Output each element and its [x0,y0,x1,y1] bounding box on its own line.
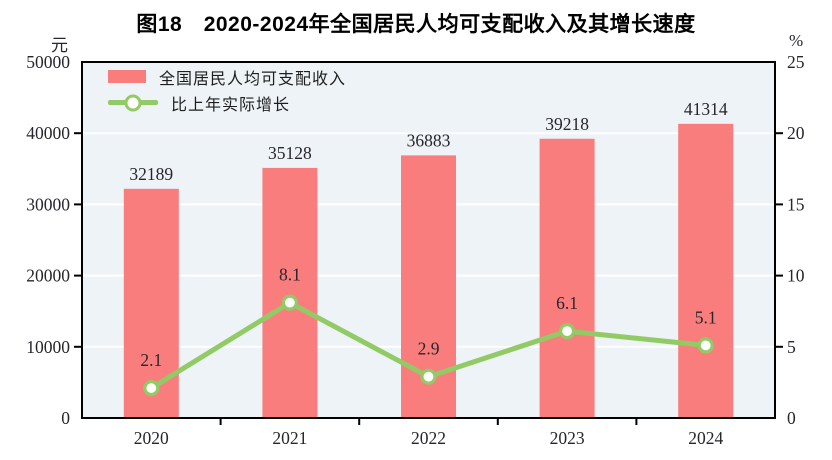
growth-marker-2021 [281,294,298,311]
bar-2021 [262,167,318,418]
bar-2024 [678,123,734,418]
legend-line-label: 比上年实际增长 [171,96,291,114]
bar-2020 [123,188,179,418]
x-axis-label-2022: 2022 [411,428,446,448]
growth-marker-2022 [420,368,437,385]
right-axis-tick-label: 5 [787,337,796,357]
right-axis-tick-label: 0 [787,408,796,428]
left-axis-tick-label: 10000 [26,337,70,357]
right-axis-tick-label: 10 [787,266,805,286]
left-axis-tick-label: 0 [61,408,70,428]
left-axis-tick-label: 40000 [26,123,70,143]
right-axis-tick-label: 15 [787,194,805,214]
x-axis-label-2021: 2021 [272,428,307,448]
growth-marker-2024 [697,337,714,354]
x-axis-label-2023: 2023 [550,428,585,448]
left-axis-tick-label: 20000 [26,266,70,286]
growth-value-label-2020: 2.1 [140,350,162,370]
growth-marker-2020 [143,379,160,397]
bar-value-label-2020: 32189 [129,164,173,184]
right-axis-tick-label: 25 [787,52,805,72]
growth-marker-2023 [558,323,576,340]
growth-value-label-2021: 8.1 [279,265,301,285]
chart-title: 图18 2020-2024年全国居民人均可支配收入及其增长速度 [136,13,696,36]
x-axis-label-2024: 2024 [688,428,723,448]
right-axis-tick-label: 20 [787,123,805,143]
growth-value-label-2023: 6.1 [556,293,578,313]
legend-item-growth: 比上年实际增长 [108,93,346,114]
bar-value-label-2024: 41314 [684,99,728,119]
growth-value-label-2024: 5.1 [695,307,717,327]
legend-item-income: 全国居民人均可支配收入 [108,67,347,88]
legend-bar-label: 全国居民人均可支配收入 [159,70,347,88]
bar-value-label-2021: 35128 [268,143,312,163]
legend-line-marker-icon [124,94,142,111]
left-axis-unit-label: 元 [51,36,68,55]
left-axis-tick-label: 30000 [26,194,70,214]
legend-line-swatch-icon [108,94,158,111]
growth-value-label-2022: 2.9 [418,339,440,359]
legend: 全国居民人均可支配收入 比上年实际增长 [108,67,347,114]
bar-value-label-2023: 39218 [545,114,589,134]
right-axis-unit-label: % [789,31,804,50]
left-axis-tick-label: 50000 [26,52,70,72]
plot-border [81,61,776,419]
bar-value-label-2022: 36883 [407,130,451,150]
x-axis-label-2020: 2020 [134,428,169,448]
bar-2023 [539,138,595,419]
legend-bar-swatch-icon [108,70,146,83]
